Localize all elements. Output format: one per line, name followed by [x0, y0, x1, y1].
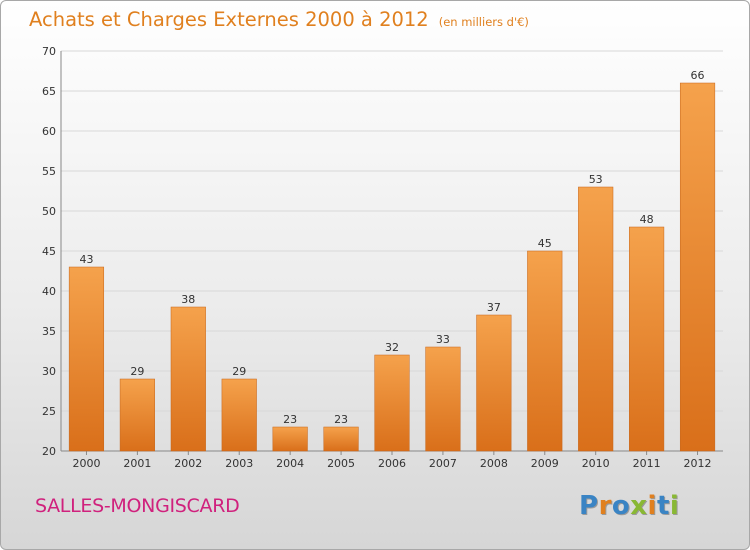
y-tick-label: 40: [42, 285, 56, 298]
bar-2011: [629, 226, 665, 452]
data-label-2012: 66: [691, 69, 705, 82]
data-label-2005: 23: [334, 413, 348, 426]
x-tick-label-2001: 2001: [123, 457, 151, 470]
bar-2010: [578, 186, 614, 452]
x-tick-label-2012: 2012: [684, 457, 712, 470]
bar-2001: [119, 378, 155, 452]
data-labels: 43 29 38 29 23 23 32 33 37 45 53 48 66: [79, 69, 704, 426]
x-tick-label-2008: 2008: [480, 457, 508, 470]
x-tick-label-2004: 2004: [276, 457, 304, 470]
title-text: Achats et Charges Externes 2000 à 2012: [29, 8, 429, 31]
data-label-2003: 29: [232, 365, 246, 378]
logo-letter: i: [669, 491, 680, 521]
data-label-2000: 43: [79, 253, 93, 266]
logo-letter: i: [647, 491, 657, 521]
y-tick-label: 45: [42, 245, 56, 258]
x-tick-label-2003: 2003: [225, 457, 253, 470]
y-tick-label: 50: [42, 205, 56, 218]
y-tick-label: 60: [42, 125, 56, 138]
x-tick-label-2002: 2002: [174, 457, 202, 470]
x-tick-label-2010: 2010: [582, 457, 610, 470]
data-label-2001: 29: [130, 365, 144, 378]
y-tick-label: 65: [42, 85, 56, 98]
logo-letter: P: [579, 491, 599, 521]
bar-2003: [221, 378, 257, 452]
data-label-2009: 45: [538, 237, 552, 250]
y-tick-label: 30: [42, 365, 56, 378]
x-tick-label-2006: 2006: [378, 457, 406, 470]
data-label-2004: 23: [283, 413, 297, 426]
y-tick-label: 25: [42, 405, 56, 418]
logo-letter: o: [611, 491, 631, 521]
data-label-2010: 53: [589, 173, 603, 186]
x-tick-label-2011: 2011: [633, 457, 661, 470]
x-axis-labels: 2000 2001 2002 2003 2004 2005 2006 2007 2008 2009…: [72, 457, 711, 470]
bar-2006: [374, 354, 410, 452]
chart-unit: (en milliers d'€): [438, 15, 529, 29]
bar-2004: [272, 426, 308, 452]
data-label-2002: 38: [181, 293, 195, 306]
place-name: SALLES-MONGISCARD: [35, 495, 240, 517]
bars: [68, 82, 716, 452]
bar-2009: [527, 250, 563, 452]
logo-letter: x: [630, 491, 648, 521]
y-tick-label: 55: [42, 165, 56, 178]
y-tick-label: 70: [42, 45, 56, 58]
logo-letter: r: [598, 491, 612, 521]
data-label-2006: 32: [385, 341, 399, 354]
x-tick-label-2009: 2009: [531, 457, 559, 470]
x-tick-label-2005: 2005: [327, 457, 355, 470]
proxiti-logo[interactable]: Proxiti: [579, 491, 679, 521]
y-axis-labels: 20 25 30 35 40 45 50 55 60 65 70: [42, 45, 56, 458]
data-label-2011: 48: [640, 213, 654, 226]
x-tick-label-2000: 2000: [72, 457, 100, 470]
chart-title: Achats et Charges Externes 2000 à 2012 (e…: [29, 8, 529, 31]
bar-2012: [679, 82, 716, 452]
logo-letter: t: [656, 491, 670, 521]
bar-2005: [323, 426, 359, 452]
bar-2008: [476, 314, 512, 452]
bar-2000: [68, 266, 105, 452]
bar-2007: [425, 346, 461, 452]
bar-2002: [170, 306, 206, 452]
x-tick-label-2007: 2007: [429, 457, 457, 470]
y-tick-label: 20: [42, 445, 56, 458]
data-label-2008: 37: [487, 301, 501, 314]
data-label-2007: 33: [436, 333, 450, 346]
y-tick-label: 35: [42, 325, 56, 338]
